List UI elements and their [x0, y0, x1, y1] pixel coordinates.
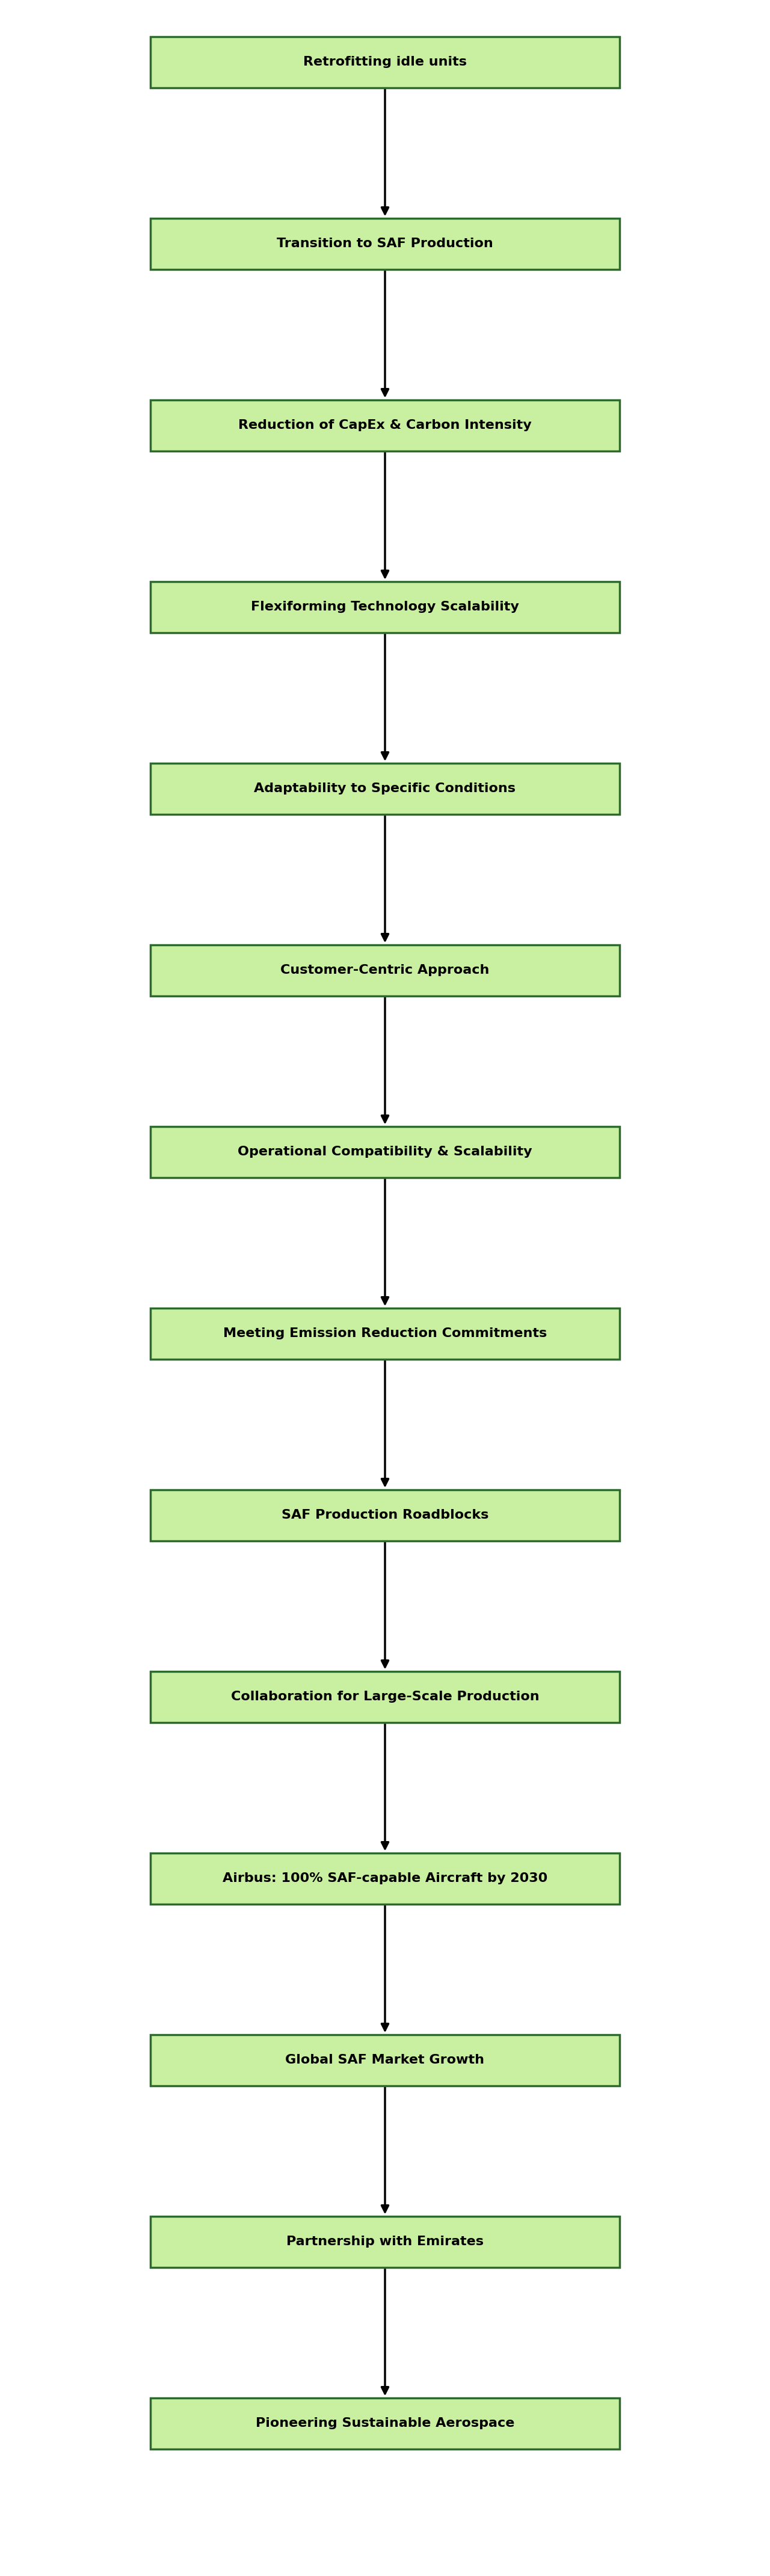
FancyBboxPatch shape	[150, 399, 620, 451]
FancyBboxPatch shape	[150, 1672, 620, 1723]
Text: Airbus: 100% SAF-capable Aircraft by 2030: Airbus: 100% SAF-capable Aircraft by 203…	[223, 1873, 547, 1883]
FancyBboxPatch shape	[150, 36, 620, 88]
Text: Operational Compatibility & Scalability: Operational Compatibility & Scalability	[238, 1146, 532, 1157]
FancyBboxPatch shape	[150, 1309, 620, 1360]
Text: Partnership with Emirates: Partnership with Emirates	[286, 2236, 484, 2249]
FancyBboxPatch shape	[150, 1852, 620, 1904]
Text: Retrofitting idle units: Retrofitting idle units	[303, 57, 467, 67]
FancyBboxPatch shape	[150, 2398, 620, 2450]
FancyBboxPatch shape	[150, 762, 620, 814]
FancyBboxPatch shape	[150, 1126, 620, 1177]
FancyBboxPatch shape	[150, 945, 620, 997]
Text: Collaboration for Large-Scale Production: Collaboration for Large-Scale Production	[231, 1690, 539, 1703]
Text: Global SAF Market Growth: Global SAF Market Growth	[286, 2053, 484, 2066]
Text: SAF Production Roadblocks: SAF Production Roadblocks	[281, 1510, 489, 1520]
FancyBboxPatch shape	[150, 582, 620, 634]
FancyBboxPatch shape	[150, 2215, 620, 2267]
Text: Customer-Centric Approach: Customer-Centric Approach	[280, 963, 490, 976]
FancyBboxPatch shape	[150, 219, 620, 268]
Text: Reduction of CapEx & Carbon Intensity: Reduction of CapEx & Carbon Intensity	[238, 420, 532, 430]
Text: Adaptability to Specific Conditions: Adaptability to Specific Conditions	[254, 783, 516, 793]
Text: Pioneering Sustainable Aerospace: Pioneering Sustainable Aerospace	[256, 2416, 514, 2429]
Text: Flexiforming Technology Scalability: Flexiforming Technology Scalability	[251, 600, 519, 613]
FancyBboxPatch shape	[150, 1489, 620, 1540]
FancyBboxPatch shape	[150, 2035, 620, 2087]
Text: Meeting Emission Reduction Commitments: Meeting Emission Reduction Commitments	[223, 1327, 547, 1340]
Text: Transition to SAF Production: Transition to SAF Production	[276, 237, 494, 250]
